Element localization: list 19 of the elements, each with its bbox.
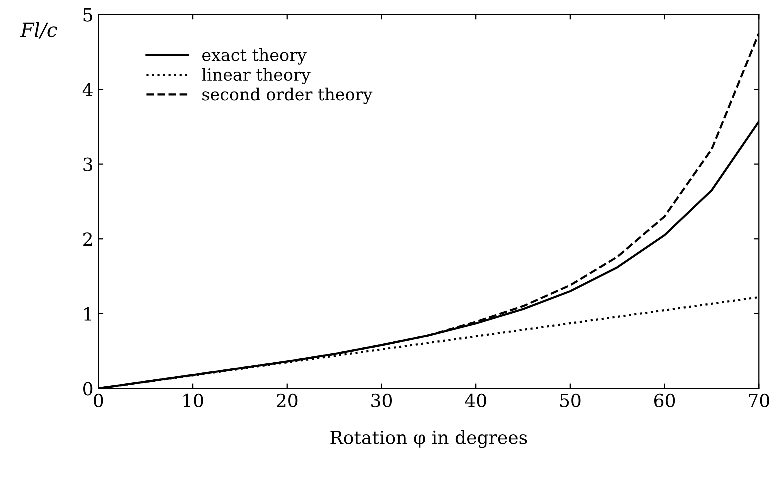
legend-label: exact theory [202,48,307,65]
x-tick-label: 70 [749,394,770,408]
y-axis-title: Fl/c [20,22,58,39]
x-axis-title: Rotation φ in degrees [330,430,528,448]
x-tick-label: 0 [94,394,104,408]
x-tick-label: 10 [184,394,204,408]
legend-label: linear theory [202,68,311,85]
x-tick-label: 40 [465,394,486,408]
y-tick-label: 2 [84,232,92,246]
x-tick-label: 20 [277,394,298,408]
x-tick-label: 50 [560,394,581,408]
y-tick-label: 0 [84,382,93,396]
legend-label: second order theory [202,88,373,104]
x-tick-label: 30 [372,394,392,408]
y-tick-label: 1 [84,307,92,321]
y-tick-label: 4 [82,83,93,96]
x-tick-label: 60 [654,394,676,408]
y-tick-label: 3 [84,158,92,172]
y-tick-label: 5 [84,8,92,22]
